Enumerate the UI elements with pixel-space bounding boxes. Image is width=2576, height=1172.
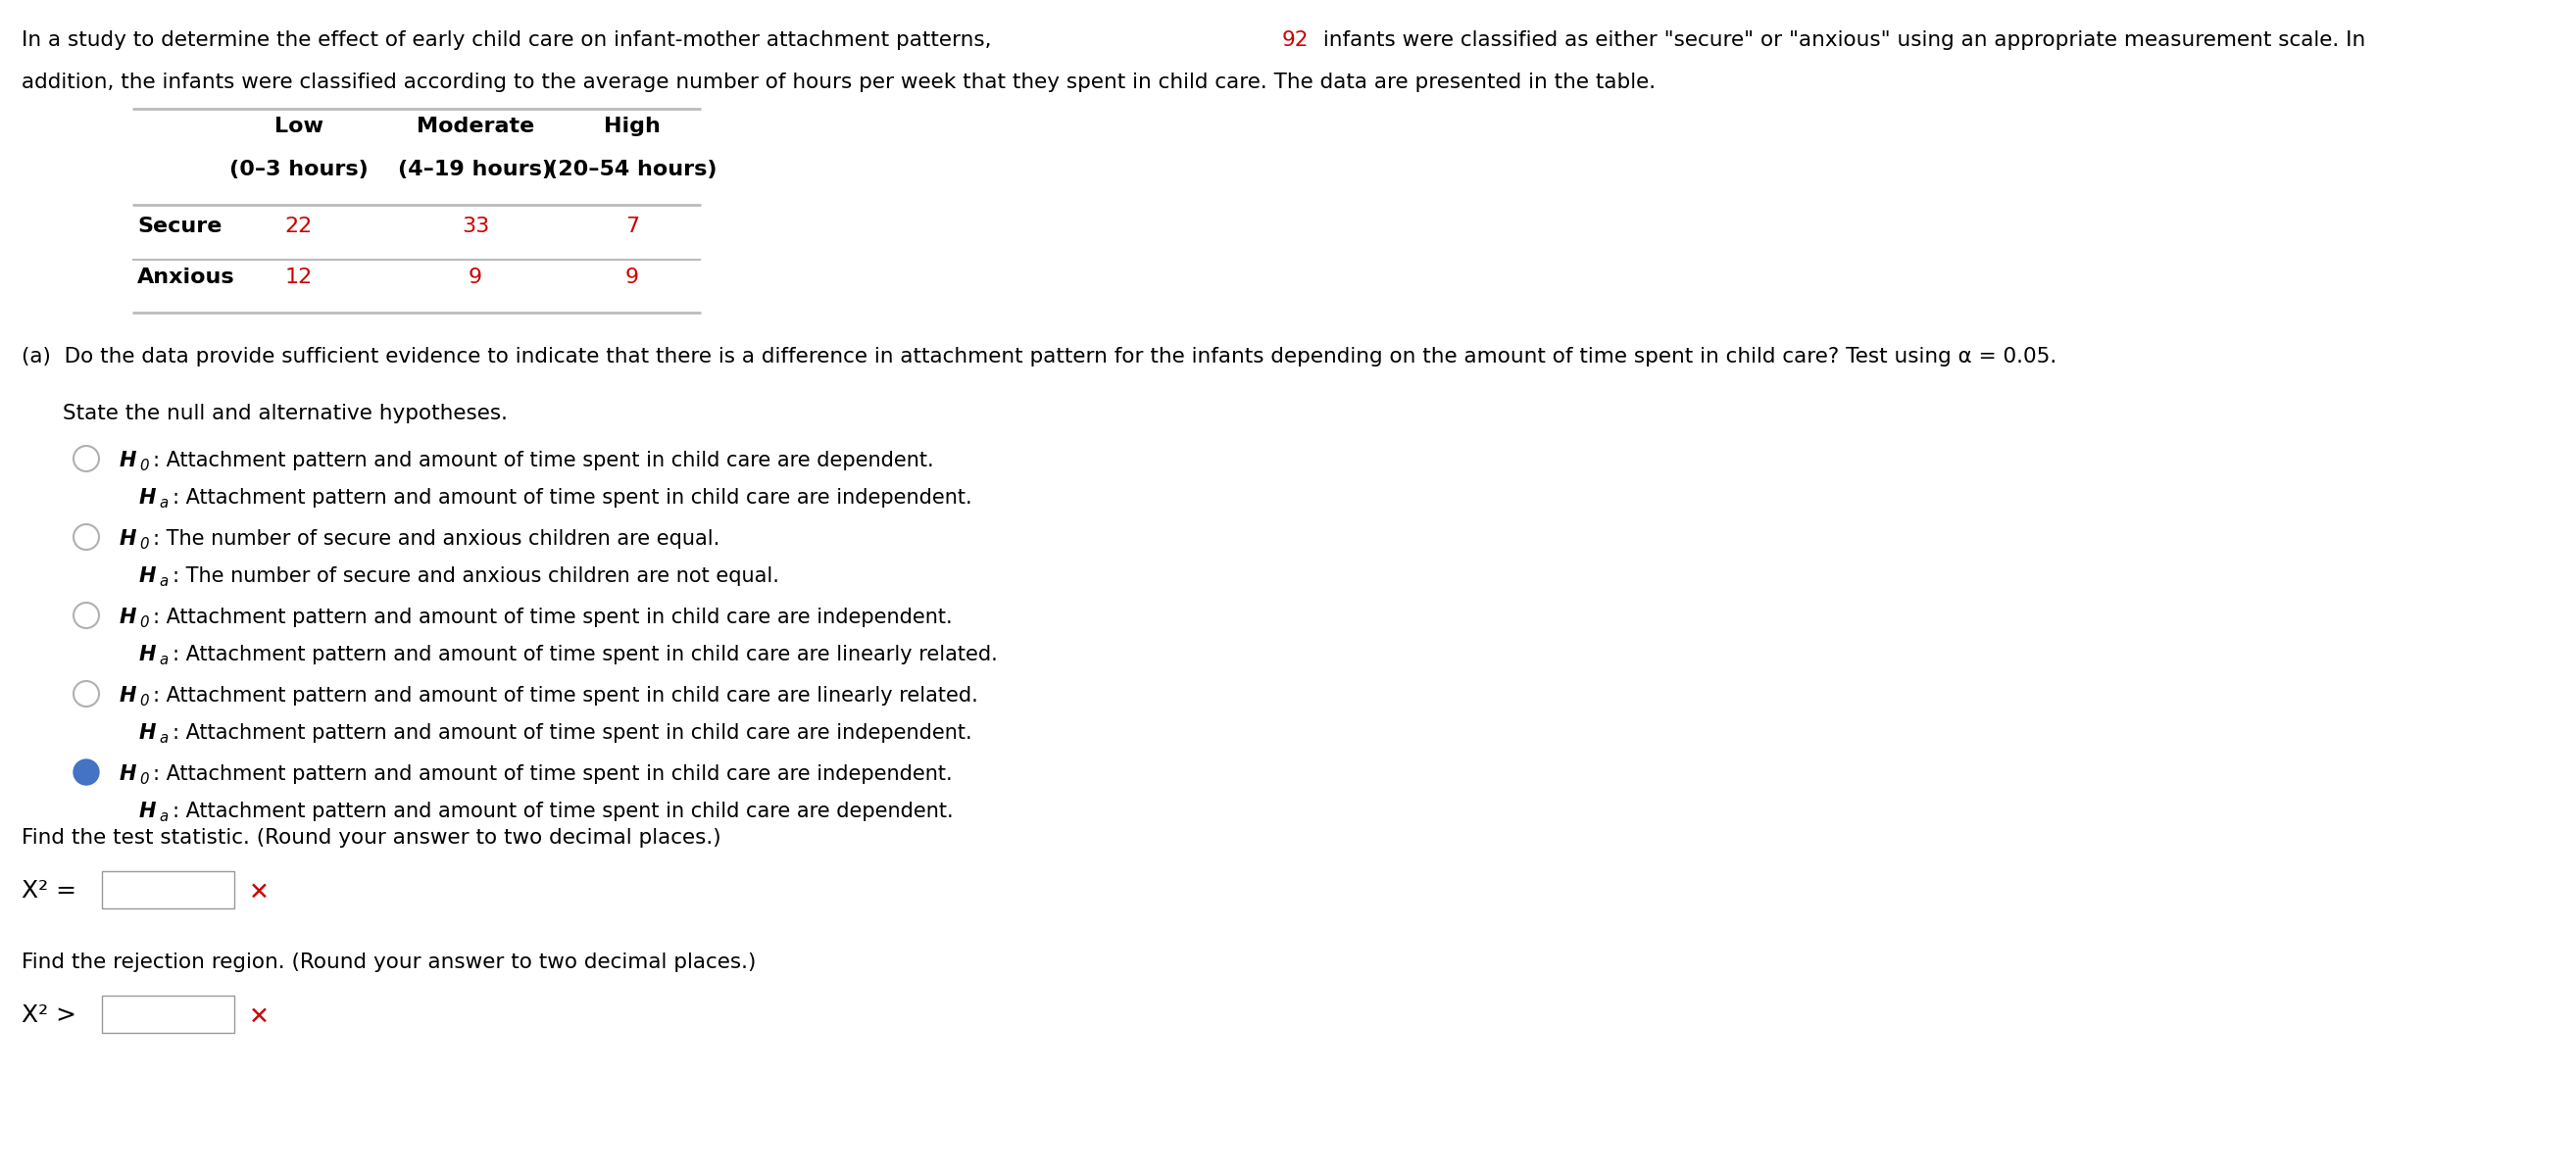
Text: H: H bbox=[139, 566, 157, 586]
Text: a: a bbox=[160, 731, 167, 747]
Text: Moderate: Moderate bbox=[417, 116, 533, 136]
FancyBboxPatch shape bbox=[103, 871, 234, 908]
Text: 0: 0 bbox=[139, 694, 149, 709]
Text: 0: 0 bbox=[139, 772, 149, 788]
Text: a: a bbox=[160, 810, 167, 824]
Text: ✕: ✕ bbox=[250, 1006, 270, 1029]
Text: State the null and alternative hypotheses.: State the null and alternative hypothese… bbox=[62, 403, 507, 423]
Text: : Attachment pattern and amount of time spent in child care are independent.: : Attachment pattern and amount of time … bbox=[152, 607, 953, 627]
Text: 9: 9 bbox=[469, 267, 482, 287]
Text: 92: 92 bbox=[1283, 30, 1309, 50]
Text: H: H bbox=[118, 530, 137, 548]
Text: 7: 7 bbox=[626, 217, 639, 237]
Text: H: H bbox=[139, 802, 157, 822]
Text: H: H bbox=[118, 764, 137, 784]
FancyBboxPatch shape bbox=[103, 995, 234, 1033]
Text: 0: 0 bbox=[139, 615, 149, 631]
Text: High: High bbox=[603, 116, 659, 136]
Text: H: H bbox=[118, 607, 137, 627]
Text: X² >: X² > bbox=[21, 1003, 77, 1027]
Text: : Attachment pattern and amount of time spent in child care are independent.: : Attachment pattern and amount of time … bbox=[152, 764, 953, 784]
Text: infants were classified as either "secure" or "anxious" using an appropriate mea: infants were classified as either "secur… bbox=[1316, 30, 2365, 50]
Text: : Attachment pattern and amount of time spent in child care are dependent.: : Attachment pattern and amount of time … bbox=[173, 802, 953, 822]
Text: Secure: Secure bbox=[137, 217, 222, 237]
Text: H: H bbox=[139, 488, 157, 507]
Text: addition, the infants were classified according to the average number of hours p: addition, the infants were classified ac… bbox=[21, 73, 1656, 93]
Text: 9: 9 bbox=[626, 267, 639, 287]
Text: (a)  Do the data provide sufficient evidence to indicate that there is a differe: (a) Do the data provide sufficient evide… bbox=[21, 347, 2056, 367]
Text: H: H bbox=[118, 686, 137, 706]
Text: 0: 0 bbox=[139, 459, 149, 473]
Text: (20–54 hours): (20–54 hours) bbox=[549, 159, 716, 179]
Text: H: H bbox=[139, 723, 157, 743]
Text: Low: Low bbox=[276, 116, 325, 136]
Text: H: H bbox=[118, 451, 137, 470]
Circle shape bbox=[75, 759, 98, 785]
Text: ✕: ✕ bbox=[250, 881, 270, 905]
Text: 0: 0 bbox=[139, 537, 149, 552]
Text: : The number of secure and anxious children are equal.: : The number of secure and anxious child… bbox=[152, 530, 719, 548]
Text: 12: 12 bbox=[286, 267, 312, 287]
Text: : Attachment pattern and amount of time spent in child care are independent.: : Attachment pattern and amount of time … bbox=[173, 488, 971, 507]
Text: In a study to determine the effect of early child care on infant-mother attachme: In a study to determine the effect of ea… bbox=[21, 30, 999, 50]
Text: Anxious: Anxious bbox=[137, 267, 234, 287]
Text: a: a bbox=[160, 574, 167, 590]
Text: 33: 33 bbox=[461, 217, 489, 237]
Text: : Attachment pattern and amount of time spent in child care are linearly related: : Attachment pattern and amount of time … bbox=[173, 645, 997, 665]
Text: : Attachment pattern and amount of time spent in child care are dependent.: : Attachment pattern and amount of time … bbox=[152, 451, 933, 470]
Text: : Attachment pattern and amount of time spent in child care are linearly related: : Attachment pattern and amount of time … bbox=[152, 686, 979, 706]
Text: a: a bbox=[160, 496, 167, 511]
Text: Find the test statistic. (Round your answer to two decimal places.): Find the test statistic. (Round your ans… bbox=[21, 829, 721, 847]
Text: : Attachment pattern and amount of time spent in child care are independent.: : Attachment pattern and amount of time … bbox=[173, 723, 971, 743]
Text: 22: 22 bbox=[286, 217, 312, 237]
Text: (0–3 hours): (0–3 hours) bbox=[229, 159, 368, 179]
Text: X² =: X² = bbox=[21, 879, 77, 902]
Text: : The number of secure and anxious children are not equal.: : The number of secure and anxious child… bbox=[173, 566, 778, 586]
Text: (4–19 hours): (4–19 hours) bbox=[399, 159, 551, 179]
Text: Find the rejection region. (Round your answer to two decimal places.): Find the rejection region. (Round your a… bbox=[21, 953, 757, 972]
Text: a: a bbox=[160, 653, 167, 668]
Text: H: H bbox=[139, 645, 157, 665]
